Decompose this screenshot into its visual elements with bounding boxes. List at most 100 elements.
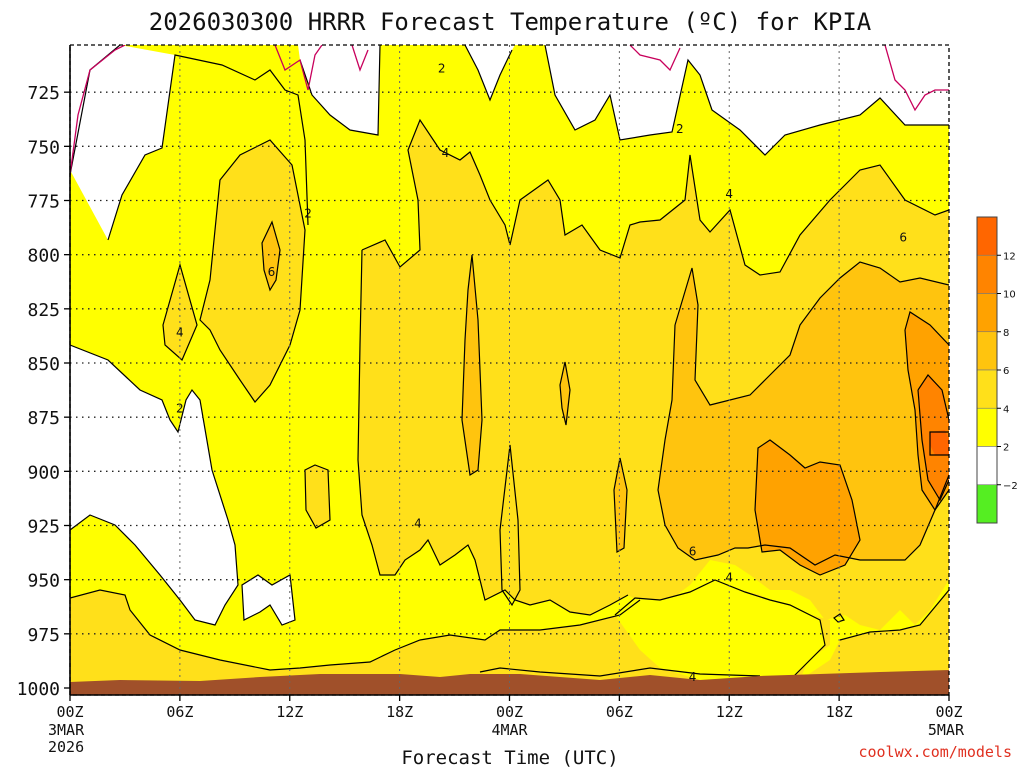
y-tick-775: 775 — [27, 192, 60, 213]
contour-label-5: 4 — [725, 187, 733, 201]
warm-region-12z-pocket — [305, 465, 330, 528]
legend-swatch-2 — [976, 293, 998, 333]
contour-label-10: 6 — [268, 265, 276, 279]
warm-region-low-right — [800, 590, 949, 680]
cold-contour-top-mid — [351, 45, 369, 72]
x-tick-sub-8-0: 5MAR — [928, 721, 965, 739]
y-tick-725: 725 — [27, 83, 60, 104]
legend-tick-0: 12 — [1003, 251, 1016, 262]
contour-label-0: 2 — [438, 61, 446, 75]
y-axis-ticks: 725 750 775 800 825 850 875 900 925 950 975 1000 — [17, 83, 70, 700]
cold-region-top-center — [465, 45, 515, 100]
contour-4-12z-pocket — [304, 464, 331, 529]
contour-label-8: 4 — [725, 571, 733, 585]
y-tick-925: 925 — [27, 517, 60, 538]
cold-region-low-left — [70, 45, 175, 240]
x-tick-sub-0-1: 2026 — [48, 738, 84, 756]
cold-contour-right — [884, 45, 949, 112]
legend-swatch-7 — [976, 484, 998, 524]
contour-6-small-left — [261, 220, 281, 292]
contour-2-top-center — [464, 45, 513, 102]
x-tick-3: 18Z — [386, 703, 413, 721]
y-tick-825: 825 — [27, 300, 60, 321]
cold-contour-top-right — [629, 45, 681, 72]
contour-label-6: 4 — [176, 326, 184, 340]
x-tick-sub-4-0: 4MAR — [491, 721, 528, 739]
legend-swatch-0 — [976, 216, 998, 256]
contour-2-top-right — [544, 45, 949, 156]
contour-label-9: 4 — [689, 670, 697, 684]
y-tick-900: 900 — [27, 462, 60, 483]
grid-lines — [70, 91, 949, 635]
y-tick-950: 950 — [27, 571, 60, 592]
x-tick-2: 12Z — [276, 703, 303, 721]
x-tick-sub-0-0: 3MAR — [48, 721, 85, 739]
contour-label-1: 2 — [676, 122, 684, 136]
cold-region-top-right — [545, 45, 949, 155]
contour-6-narrow-3 — [613, 457, 628, 554]
contour-label-11: 6 — [899, 230, 907, 244]
contour-4-ground — [479, 667, 761, 677]
x-axis-label: Forecast Time (UTC) — [401, 747, 618, 768]
plot-area — [70, 45, 949, 695]
legend-tick-5: 2 — [1003, 443, 1009, 454]
y-tick-875: 875 — [27, 408, 60, 429]
contour-8-edge — [904, 311, 949, 512]
extreme-core-edge — [930, 430, 949, 455]
warm-region-upper-left — [200, 140, 305, 402]
x-tick-7: 18Z — [826, 703, 853, 721]
contour-label-3: 2 — [176, 402, 184, 416]
cold-pocket-10z — [242, 575, 295, 625]
legend-tick-1: 10 — [1003, 290, 1016, 301]
legend-swatch-5 — [976, 407, 998, 447]
warm-region-left-bubble — [163, 265, 197, 360]
legend-tick-6: −2 — [1003, 481, 1018, 492]
y-tick-850: 850 — [27, 354, 60, 375]
cold-contour-left — [70, 45, 126, 176]
contour-2-left — [107, 54, 309, 241]
cold-contour-lines — [70, 45, 949, 176]
contour-lines — [70, 45, 949, 681]
contour-4-low-pocket — [614, 579, 826, 681]
cold-contour-12z — [274, 45, 323, 91]
hot-region-narrow-3 — [614, 458, 627, 552]
legend-swatch-6 — [976, 446, 998, 486]
contour-2-pocket — [241, 574, 296, 626]
contour-4-upper-left — [199, 139, 306, 403]
x-tick-4: 00Z — [496, 703, 523, 721]
contour-label-2: 2 — [304, 207, 312, 221]
contour-2-left-lower — [70, 344, 239, 626]
legend-swatch-4 — [976, 369, 998, 409]
cold-region-left-mid — [70, 345, 238, 625]
color-legend: 12 10 8 6 4 2 −2 — [976, 216, 1018, 524]
contour-label-12: 6 — [689, 545, 697, 559]
y-tick-750: 750 — [27, 137, 60, 158]
x-tick-5: 06Z — [606, 703, 633, 721]
legend-swatch-1 — [976, 254, 998, 294]
y-tick-800: 800 — [27, 246, 60, 267]
contour-12-edge — [929, 431, 949, 456]
legend-tick-4: 4 — [1003, 404, 1009, 415]
credit-link[interactable]: coolwx.com/models — [858, 743, 1012, 761]
y-tick-975: 975 — [27, 625, 60, 646]
contour-4-low-left — [70, 589, 641, 671]
x-tick-8: 00Z — [935, 703, 962, 721]
legend-tick-3: 6 — [1003, 366, 1009, 377]
contour-8-tiny — [833, 613, 845, 623]
contour-2-top-mid — [299, 45, 381, 136]
cold-region-top-left — [70, 45, 120, 175]
contour-label-layer: 2 2 2 2 4 4 4 4 4 4 6 6 6 — [176, 61, 907, 684]
cool-pocket-low-center — [615, 580, 825, 680]
very-hot-region-center — [755, 440, 860, 575]
contour-4-main — [361, 118, 949, 276]
legend-swatch-3 — [976, 331, 998, 371]
legend-tick-2: 8 — [1003, 328, 1009, 339]
contour-6-right-lower — [657, 324, 949, 566]
x-tick-0: 00Z — [56, 703, 83, 721]
contour-4-narrow-loop — [499, 444, 521, 607]
contour-label-7: 4 — [414, 516, 422, 530]
contour-4-low-right — [839, 589, 949, 641]
x-tick-1: 06Z — [166, 703, 193, 721]
contour-6-narrow-2 — [559, 361, 571, 426]
